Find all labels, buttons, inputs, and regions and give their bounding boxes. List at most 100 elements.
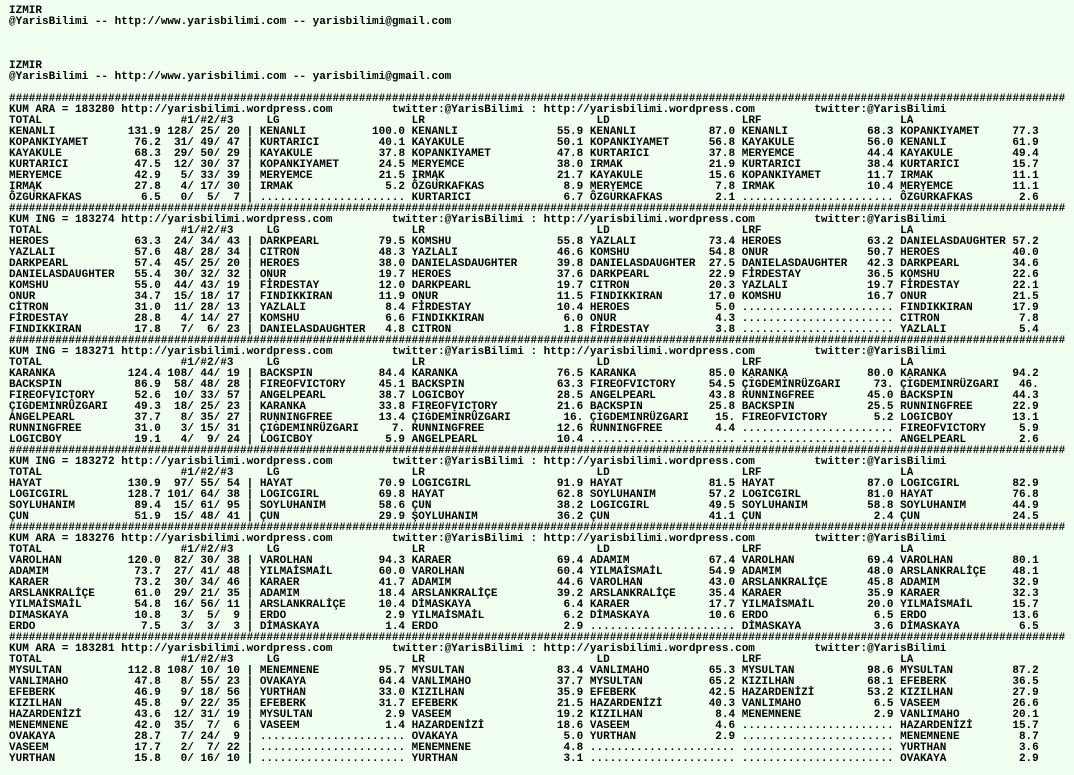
count-second: 7 bbox=[207, 742, 214, 754]
la-name: ANGELPEARL bbox=[900, 434, 967, 446]
twitter-handle[interactable]: twitter:@YarisBilimi bbox=[391, 533, 524, 545]
count-first: 30 bbox=[174, 577, 188, 589]
twitter-handle[interactable]: twitter:@YarisBilimi bbox=[814, 643, 947, 655]
ld-name: KIZILHAN bbox=[589, 709, 643, 721]
lr-name: KARAER bbox=[411, 555, 452, 567]
blog-link[interactable]: http://yarisbilimi.wordpress.com bbox=[543, 104, 755, 116]
twitter-handle[interactable]: twitter:@YarisBilimi bbox=[391, 346, 524, 358]
total-name: ERDO bbox=[9, 621, 36, 633]
twitter-handle[interactable]: twitter:@YarisBilimi bbox=[391, 104, 524, 116]
lg-name: KURTARICI bbox=[259, 137, 320, 149]
twitter-handle[interactable]: twitter:@YarisBilimi bbox=[814, 533, 947, 545]
blog-link[interactable]: http://yarisbilimi.wordpress.com bbox=[121, 104, 333, 116]
count-second: 28 bbox=[200, 247, 214, 259]
total-score: 10.8 bbox=[134, 610, 161, 622]
blog-link[interactable]: http://yarisbilimi.wordpress.com bbox=[543, 456, 755, 468]
twitter-handle[interactable]: twitter:@YarisBilimi bbox=[391, 456, 524, 468]
header-ld: LD bbox=[596, 225, 610, 237]
block-title: KUM ARA = 183281 bbox=[9, 643, 115, 655]
count-second: 48 bbox=[200, 379, 214, 391]
la-score: 44.3 bbox=[1012, 390, 1039, 402]
block-title: KUM ARA = 183280 bbox=[9, 104, 115, 116]
table-row: FİRDESTAY 28.8 4/14/27 | KOMSHU 6.6 FINDIKKIRA… bbox=[9, 314, 1069, 325]
column-separator: | bbox=[246, 401, 254, 413]
total-name: ÇUN bbox=[9, 511, 29, 523]
lr-name: YURTHAN bbox=[411, 753, 458, 765]
lr-score: 6.7 bbox=[563, 192, 584, 204]
lr-score: 39.8 bbox=[556, 258, 584, 270]
count-first: 45 bbox=[174, 258, 188, 270]
count-separator: / bbox=[187, 159, 194, 171]
count-first: 10 bbox=[174, 390, 188, 402]
block-title: KUM ING = 183271 bbox=[9, 346, 115, 358]
lr-name: FİRDESTAY bbox=[411, 302, 472, 314]
la-score: 87.2 bbox=[1012, 665, 1039, 677]
lrf-score: 45.0 bbox=[867, 390, 894, 402]
lr-score: 38.2 bbox=[556, 500, 584, 512]
header-la: LA bbox=[900, 357, 914, 369]
twitter-handle[interactable]: twitter:@YarisBilimi bbox=[391, 643, 524, 655]
lg-name: MENEMNENE bbox=[259, 665, 320, 677]
ld-score: 40.3 bbox=[708, 698, 736, 710]
lg-name: LOGICGIRL bbox=[259, 489, 320, 501]
lg-score: 69.8 bbox=[378, 489, 406, 501]
table-row: RUNNINGFREE 31.0 3/15/31 | ÇIGDEMINRÜZGARI 7.… bbox=[9, 424, 1069, 435]
lrf-name: FIREOFVICTORY bbox=[741, 412, 828, 424]
lr-score: 50.1 bbox=[556, 137, 584, 149]
lg-score: 6.6 bbox=[385, 313, 406, 325]
lrf-score: 73. bbox=[873, 379, 894, 391]
count-second: 7 bbox=[207, 720, 214, 732]
column-separator: | bbox=[246, 610, 254, 622]
lr-name: DANIELASDAUGHTER bbox=[411, 258, 518, 270]
blog-link[interactable]: http://yarisbilimi.wordpress.com bbox=[121, 643, 333, 655]
twitter-handle[interactable]: twitter:@YarisBilimi bbox=[814, 346, 947, 358]
lrf-empty-dots: ....................... bbox=[741, 742, 894, 754]
twitter-handle[interactable]: twitter:@YarisBilimi bbox=[814, 214, 947, 226]
lrf-name: HEROES bbox=[741, 236, 782, 248]
la-score: 13.6 bbox=[1012, 610, 1039, 622]
twitter-handle[interactable]: twitter:@YarisBilimi bbox=[814, 104, 947, 116]
table-row: ÇUN 51.9 15/48/41 | ÇUN 29.9 ŞOYLUHANIM 36.2 ÇUN… bbox=[9, 512, 1069, 523]
ld-score: 81.5 bbox=[708, 478, 736, 490]
table-row: KOMSHU 55.0 44/43/19 | FİRDESTAY 12.0 DARKPEAR… bbox=[9, 281, 1069, 292]
lg-score: 8.4 bbox=[385, 302, 406, 314]
blog-link[interactable]: http://yarisbilimi.wordpress.com bbox=[543, 346, 755, 358]
twitter-handle[interactable]: twitter:@YarisBilimi bbox=[814, 456, 947, 468]
la-score: 32.9 bbox=[1012, 577, 1039, 589]
count-separator: / bbox=[187, 511, 194, 523]
count-separator: / bbox=[213, 610, 221, 622]
header-counts: #1/#2/#3 bbox=[180, 357, 234, 369]
lrf-name: KIZILHAN bbox=[741, 676, 795, 688]
twitter-handle[interactable]: twitter:@YarisBilimi bbox=[391, 214, 524, 226]
ld-name: KARANKA bbox=[589, 368, 637, 380]
lr-name: LOGICGIRL bbox=[411, 478, 472, 490]
total-name: RUNNINGFREE bbox=[9, 423, 82, 435]
lr-score: 60.4 bbox=[556, 566, 584, 578]
la-score: 27.9 bbox=[1012, 687, 1039, 699]
lr-name: OṆUR bbox=[411, 291, 439, 303]
blog-link[interactable]: http://yarisbilimi.wordpress.com bbox=[121, 533, 333, 545]
count-first: 15 bbox=[174, 291, 188, 303]
blog-link[interactable]: http://yarisbilimi.wordpress.com bbox=[121, 456, 333, 468]
la-score: 22.9 bbox=[1012, 401, 1039, 413]
ld-score: 2.9 bbox=[715, 731, 736, 743]
la-name: ÇIGDEMINRÜZGARI bbox=[900, 379, 1000, 391]
blog-link[interactable]: http://yarisbilimi.wordpress.com bbox=[121, 214, 333, 226]
la-name: IRMAK bbox=[900, 170, 934, 182]
la-score: 3.6 bbox=[1018, 742, 1039, 754]
count-separator: / bbox=[187, 500, 194, 512]
blog-link[interactable]: http://yarisbilimi.wordpress.com bbox=[121, 346, 333, 358]
table-row: EFEBERK 46.9 9/18/56 | YURTHAN 33.0 KIZILHAN 35… bbox=[9, 688, 1069, 699]
count-separator: / bbox=[187, 280, 194, 292]
blog-link[interactable]: http://yarisbilimi.wordpress.com bbox=[543, 533, 755, 545]
count-separator: / bbox=[213, 731, 221, 743]
total-score: 27.8 bbox=[134, 181, 161, 193]
blog-link[interactable]: http://yarisbilimi.wordpress.com bbox=[543, 643, 755, 655]
block-title-line: KUM ARA = 183281 http://yarisbilimi.wordp… bbox=[9, 644, 1069, 655]
blog-link[interactable]: http://yarisbilimi.wordpress.com bbox=[543, 214, 755, 226]
total-score: 47.8 bbox=[134, 676, 161, 688]
header-lg: LG bbox=[266, 467, 280, 479]
lg-score: 5.2 bbox=[385, 181, 406, 193]
count-separator: / bbox=[187, 181, 194, 193]
count-first: 3 bbox=[180, 423, 188, 435]
